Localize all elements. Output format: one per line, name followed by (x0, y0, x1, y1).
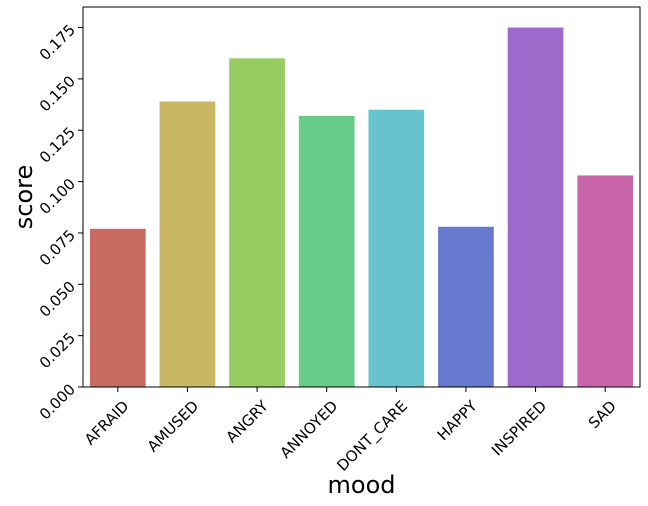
bar-inspired (507, 27, 564, 388)
bar-amused (159, 101, 216, 388)
bar-happy (438, 226, 494, 387)
y-axis-ticks: 0.000 0.025 0.050 0.075 0.100 0.125 0.150 0.175 (36, 21, 83, 423)
x-tick-label: AFRAID (81, 397, 133, 449)
bars-group (89, 27, 634, 388)
bar-afraid (89, 228, 146, 387)
x-tick-label: AMUSED (144, 397, 203, 456)
plot-frame (82, 6, 641, 388)
y-tick-label: 0.125 (36, 124, 79, 167)
x-tick-label: HAPPY (434, 396, 482, 444)
bar-angry (229, 58, 285, 388)
y-axis-title: score (10, 165, 38, 230)
x-tick-label: ANGRY (223, 396, 273, 446)
y-tick-label: 0.050 (36, 278, 79, 321)
y-tick-label: 0.075 (36, 226, 79, 269)
bar-annoyed (298, 115, 355, 387)
bar-sad (577, 175, 634, 387)
x-tick-label: ANNOYED (276, 397, 341, 462)
bar-dont-care (368, 109, 425, 388)
x-tick-label: DONT_CARE (333, 397, 411, 475)
x-tick-label: INSPIRED (488, 397, 550, 459)
y-tick-label: 0.100 (36, 175, 79, 218)
x-axis-title: mood (328, 471, 396, 499)
x-tick-label: SAD (585, 397, 620, 432)
y-tick-label: 0.150 (36, 72, 79, 115)
y-tick-label: 0.025 (36, 329, 79, 372)
y-tick-label: 0.000 (36, 380, 79, 423)
y-tick-label: 0.175 (36, 21, 79, 64)
